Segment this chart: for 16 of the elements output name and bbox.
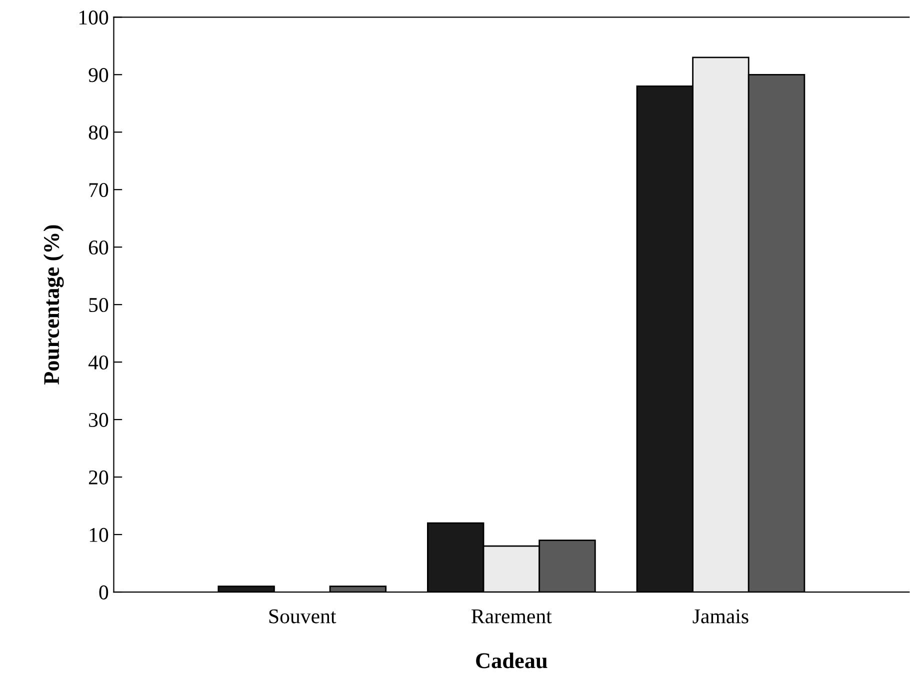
x-tick-label: Rarement — [472, 610, 552, 624]
y-tick-label: 20 — [88, 470, 108, 484]
y-tick-label: 70 — [89, 182, 108, 198]
y-tick-label: 50 — [89, 298, 108, 312]
y-axis-title: Pourcentage (%) — [43, 225, 64, 385]
y-tick-label: 80 — [88, 126, 108, 140]
y-tick-label: 0 — [99, 585, 108, 600]
y-tick-label: 100 — [79, 10, 108, 25]
y-tick-label: 40 — [88, 355, 108, 370]
x-tick-label: Jamais — [692, 609, 748, 624]
x-axis-title: Cadeau — [476, 652, 548, 668]
y-tick-label: 30 — [89, 412, 108, 427]
y-tick-label: 10 — [90, 528, 108, 542]
x-tick-label: Souvent — [269, 609, 336, 624]
y-tick-label: 90 — [88, 68, 108, 82]
y-tick-label: 60 — [88, 240, 108, 255]
